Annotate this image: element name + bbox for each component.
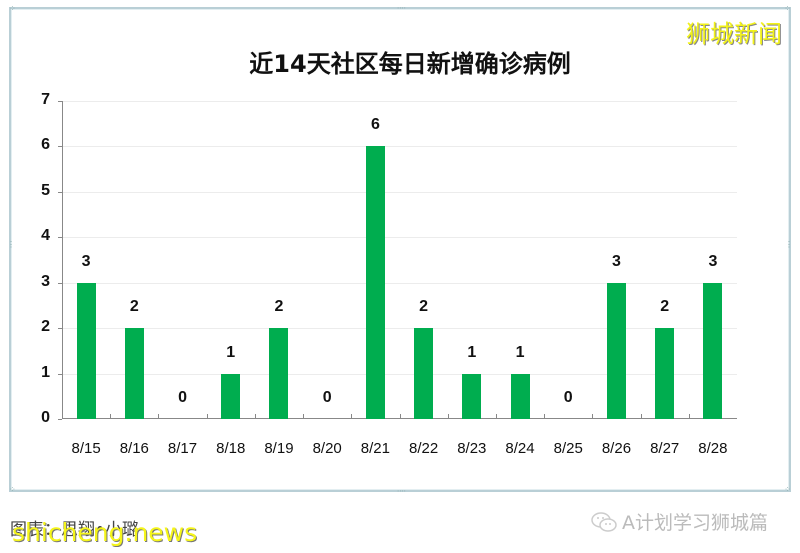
x-tick-label: 8/22 — [408, 440, 439, 457]
x-tick — [640, 414, 642, 419]
x-tick-label: 8/26 — [601, 440, 632, 457]
wechat-icon — [591, 511, 617, 532]
x-tick-label: 8/25 — [553, 440, 583, 457]
watermark-top: 狮城新闻 — [686, 20, 782, 48]
x-tick-label: 8/16 — [119, 440, 149, 457]
value-label: 0 — [322, 389, 332, 406]
resize-handle-top-left[interactable]: ⁘ — [9, 4, 16, 13]
gridline — [62, 282, 737, 284]
site-watermark: shicheng.news — [12, 518, 198, 547]
y-tick-label: 5 — [41, 181, 50, 199]
bar[interactable] — [365, 146, 385, 419]
value-label: 1 — [467, 343, 477, 361]
bar[interactable] — [124, 328, 144, 419]
x-tick — [254, 414, 256, 419]
value-label: 2 — [419, 298, 429, 316]
value-label: 2 — [660, 298, 670, 316]
y-tick-label: 3 — [41, 272, 50, 290]
value-label: 0 — [178, 389, 187, 406]
bar[interactable] — [462, 373, 482, 419]
resize-handle-left[interactable]: ⋮ — [7, 240, 15, 249]
resize-handle-right[interactable]: ⋮ — [785, 240, 793, 249]
value-label: 2 — [129, 298, 139, 316]
wechat-account-name: A计划学习狮城篇 — [622, 512, 768, 534]
gridline — [62, 146, 737, 148]
resize-handle-bottom[interactable]: ∙∙∙∙ — [397, 486, 406, 495]
chart-title: 近14天社区每日新增确诊病例 — [249, 50, 571, 78]
bar[interactable] — [414, 328, 434, 419]
gridline — [62, 101, 737, 102]
resize-handle-top[interactable]: ∙∙∙∙ — [397, 3, 406, 12]
x-tick-label: 8/20 — [312, 440, 342, 457]
chart-credit: 图表：思翔•小璐 — [10, 520, 140, 540]
x-tick — [447, 414, 449, 419]
y-tick — [58, 146, 62, 148]
y-tick — [58, 101, 62, 102]
value-label: 1 — [515, 343, 525, 361]
gridline — [62, 191, 737, 193]
y-tick — [58, 328, 62, 330]
x-tick-label: 8/15 — [71, 440, 101, 457]
y-tick-label: 6 — [41, 136, 50, 154]
bar[interactable] — [655, 328, 675, 419]
x-tick — [351, 414, 353, 419]
x-tick-label: 8/19 — [264, 440, 294, 457]
bar[interactable] — [606, 282, 626, 419]
value-label: 1 — [226, 343, 236, 361]
y-tick — [58, 373, 62, 375]
y-tick — [58, 237, 62, 239]
y-tick-label: 4 — [41, 227, 50, 245]
value-label: 6 — [370, 116, 380, 134]
y-axis — [62, 101, 63, 419]
y-tick — [58, 191, 62, 193]
gridline — [62, 373, 737, 375]
bar[interactable] — [221, 373, 241, 419]
x-tick-label: 8/28 — [698, 440, 728, 457]
resize-handle-bottom-right[interactable]: ⁘ — [784, 485, 791, 494]
bar[interactable] — [510, 373, 530, 419]
wechat-account: A计划学习狮城篇 — [590, 508, 768, 535]
x-tick-label: 8/17 — [167, 440, 198, 457]
x-tick-label: 8/24 — [505, 440, 535, 457]
x-tick-label: 8/23 — [457, 440, 487, 457]
plot-area: 0 1 2 3 4 5 6 7 3 8/15 2 8/16 0 8/17 1 8/18 2 8/19 0 8/20 6 8… — [41, 91, 737, 457]
x-tick — [206, 414, 208, 419]
value-label: 3 — [612, 252, 621, 270]
bar[interactable] — [703, 282, 723, 419]
x-tick — [592, 414, 594, 419]
x-tick — [303, 414, 305, 419]
y-tick — [58, 419, 62, 420]
x-tick — [495, 414, 497, 419]
value-label: 2 — [274, 298, 284, 316]
x-tick — [688, 414, 690, 419]
bar[interactable] — [269, 328, 289, 419]
y-tick-label: 1 — [41, 363, 50, 381]
bar[interactable] — [76, 282, 96, 419]
value-label: 3 — [708, 252, 718, 270]
gridline — [62, 328, 737, 330]
y-tick-label: 7 — [41, 91, 50, 108]
resize-handle-top-right[interactable]: ⁘ — [784, 4, 791, 13]
y-tick-label: 0 — [41, 409, 50, 426]
value-label: 0 — [563, 389, 573, 406]
x-tick-label: 8/27 — [650, 440, 680, 457]
x-tick-label: 8/18 — [216, 440, 246, 457]
y-tick — [58, 282, 62, 284]
x-tick — [158, 414, 160, 419]
x-tick — [110, 414, 112, 419]
y-tick-label: 2 — [41, 318, 50, 336]
resize-handle-bottom-left[interactable]: ⁘ — [9, 485, 16, 494]
gridline — [62, 237, 737, 239]
x-tick-label: 8/21 — [360, 440, 390, 457]
x-tick — [399, 414, 401, 419]
x-tick — [544, 414, 546, 419]
value-label: 3 — [81, 252, 91, 270]
